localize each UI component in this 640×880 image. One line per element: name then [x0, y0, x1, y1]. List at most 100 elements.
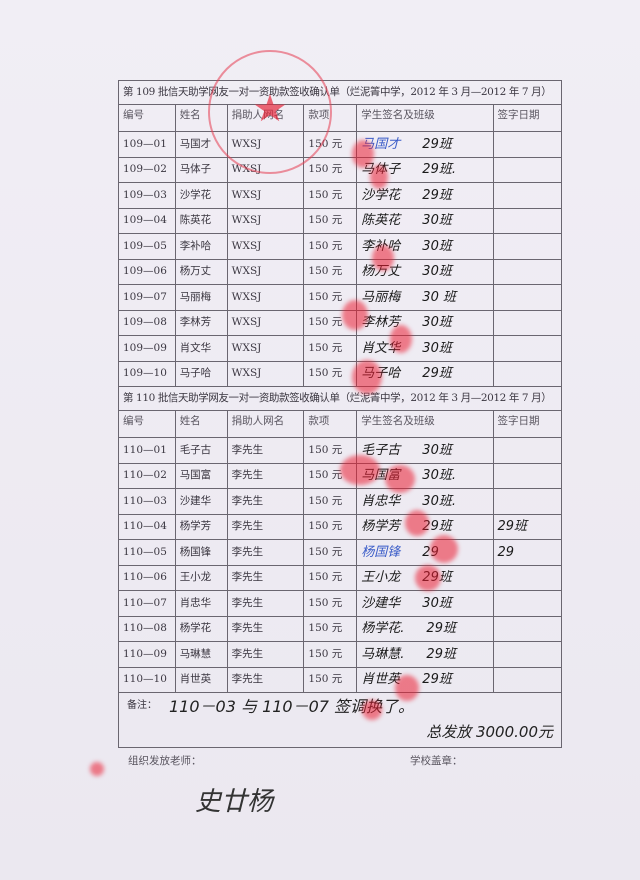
cell-amount: 150 元	[303, 335, 358, 362]
handwritten-class: 30班	[422, 238, 452, 254]
cell-name: 杨学芳	[174, 513, 228, 540]
table-row: 109—08 李林芳 WXSJ 150 元李林芳 30班	[118, 309, 562, 336]
handwritten-signature: 沙建华	[361, 595, 401, 611]
table-row: 110—05 杨国锋 李先生 150 元杨国锋 29 29	[118, 539, 562, 566]
handwritten-signature: 沙学花	[361, 187, 401, 203]
cell-sign-date	[492, 666, 562, 693]
cell-donor: 李先生	[226, 666, 305, 693]
cell-donor: 李先生	[226, 590, 305, 617]
cell-id: 110—01	[118, 437, 176, 464]
table-row: 109—10 马子哈 WXSJ 150 元马子哈 29班	[118, 360, 562, 387]
handwritten-class: 29班	[426, 621, 456, 637]
table-row: 110—06 王小龙 李先生 150 元王小龙 29班	[118, 564, 562, 591]
cell-sign-date	[492, 284, 562, 311]
cell-student-signature: 杨国锋 29	[356, 539, 494, 566]
cell-amount: 150 元	[303, 360, 358, 387]
handwritten-signature: 李林芳	[361, 315, 401, 331]
cell-id: 110—07	[118, 590, 176, 617]
cell-donor: 李先生	[226, 641, 305, 668]
form-109-table: 第 109 批信天助学网友一对一资助款签收确认单（烂泥箐中学，2012 年 3 …	[118, 80, 562, 387]
cell-amount: 150 元	[303, 437, 358, 464]
cell-donor: WXSJ	[226, 233, 305, 260]
table-row: 110—04 杨学芳 李先生 150 元杨学芳 29班 29班	[118, 513, 562, 540]
handwritten-class: 30 班	[422, 289, 456, 305]
column-header: 签字日期	[492, 104, 562, 132]
cell-donor: WXSJ	[226, 258, 305, 285]
handwritten-signature: 肖文华	[361, 340, 401, 356]
cell-student-signature: 杨学芳 29班	[356, 513, 494, 540]
handwritten-signature: 肖世英	[361, 672, 401, 688]
cell-sign-date	[492, 131, 562, 158]
cell-sign-date	[492, 488, 562, 515]
document-body: 第 109 批信天助学网友一对一资助款签收确认单（烂泥箐中学，2012 年 3 …	[118, 80, 562, 818]
form-110-table: 第 110 批信天助学网友一对一资助款签收确认单（烂泥箐中学，2012 年 3 …	[118, 387, 562, 693]
table-row: 110—10 肖世英 李先生 150 元肖世英 29班	[118, 666, 562, 693]
cell-student-signature: 沙建华 30班	[356, 590, 494, 617]
handwritten-signature: 杨万丈	[361, 264, 401, 280]
cell-donor: WXSJ	[226, 309, 305, 336]
table-row: 109—05 李补哈 WXSJ 150 元李补哈 30班	[118, 233, 562, 260]
cell-id: 109—03	[118, 182, 176, 209]
cell-sign-date	[492, 309, 562, 336]
cell-amount: 150 元	[303, 182, 358, 209]
cell-name: 李林芳	[174, 309, 228, 336]
cell-student-signature: 肖世英 29班	[356, 666, 494, 693]
cell-amount: 150 元	[303, 233, 358, 260]
cell-sign-date	[492, 564, 562, 591]
cell-donor: 李先生	[226, 488, 305, 515]
cell-name: 马国才	[174, 131, 228, 158]
handwritten-signature: 毛子古	[361, 442, 401, 458]
cell-donor: WXSJ	[226, 360, 305, 387]
cell-sign-date	[492, 258, 562, 285]
notes-label: 备注：	[127, 700, 157, 711]
column-header: 姓名	[174, 104, 228, 132]
cell-amount: 150 元	[303, 539, 358, 566]
cell-amount: 150 元	[303, 590, 358, 617]
cell-sign-date	[492, 437, 562, 464]
cell-donor: WXSJ	[226, 156, 305, 183]
table-row: 109—03 沙学花 WXSJ 150 元沙学花 29班	[118, 182, 562, 209]
handwritten-class: 29班	[422, 672, 452, 688]
cell-sign-date	[492, 156, 562, 183]
handwritten-class: 29班	[422, 136, 452, 152]
handwritten-signature: 李补哈	[361, 238, 401, 254]
handwritten-class: 29班	[422, 519, 452, 535]
cell-id: 110—03	[118, 488, 176, 515]
cell-id: 110—08	[118, 615, 176, 642]
cell-amount: 150 元	[303, 488, 358, 515]
footer-row: 组织发放老师： 学校盖章：	[118, 754, 562, 776]
handwritten-signature: 杨学花.	[361, 621, 405, 637]
cell-student-signature: 毛子古 30班	[356, 437, 494, 464]
handwritten-class: 29班.	[422, 162, 456, 178]
column-header: 姓名	[174, 410, 228, 438]
cell-sign-date	[492, 233, 562, 260]
cell-name: 杨学花	[174, 615, 228, 642]
cell-amount: 150 元	[303, 156, 358, 183]
cell-student-signature: 沙学花 29班	[356, 182, 494, 209]
cell-donor: WXSJ	[226, 182, 305, 209]
cell-student-signature: 马子哈 29班	[356, 360, 494, 387]
cell-student-signature: 马丽梅 30 班	[356, 284, 494, 311]
handwritten-class: 29班	[422, 570, 452, 586]
cell-name: 肖文华	[174, 335, 228, 362]
cell-amount: 150 元	[303, 258, 358, 285]
cell-student-signature: 马琳慧. 29班	[356, 641, 494, 668]
table-row: 109—02 马体子 WXSJ 150 元马体子 29班.	[118, 156, 562, 183]
cell-id: 109—09	[118, 335, 176, 362]
cell-student-signature: 杨万丈 30班	[356, 258, 494, 285]
cell-name: 马子哈	[174, 360, 228, 387]
column-header: 捐助人网名	[226, 104, 305, 132]
column-header: 款项	[303, 410, 358, 438]
cell-sign-date	[492, 207, 562, 234]
handwritten-signature: 王小龙	[361, 570, 401, 586]
cell-sign-date	[492, 590, 562, 617]
cell-amount: 150 元	[303, 284, 358, 311]
cell-name: 马丽梅	[174, 284, 228, 311]
cell-name: 肖忠华	[174, 590, 228, 617]
cell-id: 109—05	[118, 233, 176, 260]
handwritten-class: 29班	[422, 366, 452, 382]
cell-sign-date	[492, 641, 562, 668]
cell-student-signature: 陈英花 30班	[356, 207, 494, 234]
cell-amount: 150 元	[303, 615, 358, 642]
handwritten-signature: 马体子	[361, 162, 401, 178]
